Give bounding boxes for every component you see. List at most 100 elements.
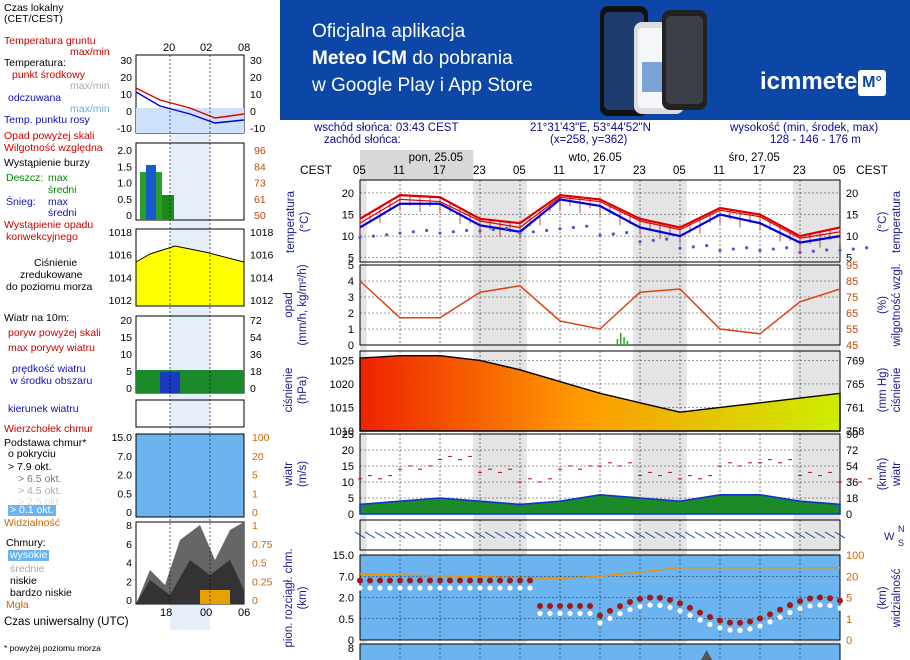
- legend-pressure-3: do poziomu morza: [6, 281, 93, 293]
- legend-low: niskie: [10, 575, 37, 587]
- day-label: śro, 27.05: [729, 152, 780, 164]
- mini-precip-tick: 1.5: [117, 161, 132, 173]
- mini-vis-tick: 100: [252, 432, 270, 444]
- hum-tick: 75: [846, 292, 858, 304]
- compass-icon-n: N: [898, 524, 905, 534]
- wind-arrow: [634, 531, 646, 539]
- cloud-base-dot: [477, 577, 483, 584]
- wind-arrow: [684, 531, 696, 539]
- mini-cl-tick: 4: [126, 558, 132, 570]
- dew-point-dot: [678, 246, 682, 250]
- wind-arrow: [784, 531, 796, 539]
- cb-title: pion. rozciągł. chm.: [283, 548, 295, 647]
- cloud-cover-dot: [377, 585, 383, 591]
- dew-point-dot: [851, 247, 855, 251]
- cloud-cover-dot: [397, 585, 403, 591]
- wind-arrow: [374, 531, 386, 539]
- temp-unit: (°C): [299, 212, 311, 233]
- wind-arrow: [524, 531, 536, 539]
- mini-temp-tick: 20: [250, 72, 262, 84]
- cloud-cover-dot: [497, 585, 503, 591]
- cloud-cover-dot: [777, 614, 783, 620]
- legend-conv-precip-2: konwekcyjnego: [6, 231, 78, 243]
- cloud-cover-dot: [817, 602, 823, 608]
- cb-tick: 0: [348, 635, 354, 647]
- precip-bar: [620, 333, 622, 345]
- cloud-base-dot: [507, 577, 513, 584]
- wind-arrow: [744, 531, 756, 539]
- temp-line-2: [359, 198, 841, 244]
- wind-arrow: [804, 531, 816, 539]
- coordinates: 21°31'43"E, 53°44'52"N: [530, 122, 651, 134]
- cloud-cover-dot: [557, 610, 563, 617]
- mini-temp-tick: 10: [250, 89, 262, 101]
- temp-tick-r: 5: [846, 253, 852, 265]
- cloud-cover-dot: [727, 627, 733, 633]
- mini-cl-tick: 0: [126, 595, 132, 607]
- wind-tick: 20: [342, 445, 354, 457]
- cloud-cover-dot: [577, 610, 583, 617]
- cloud-base-dot: [807, 595, 813, 602]
- wind-arrow: [364, 531, 376, 539]
- cloud-cover-dot: [387, 585, 393, 591]
- humidity-line: [359, 280, 841, 335]
- hum-title: wilgotność wzgl.: [891, 263, 903, 347]
- wind-arrow: [814, 531, 826, 539]
- location-info: wschód słońca: 03:43 CEST zachód słońca:…: [280, 120, 910, 150]
- mini-wind-tick: 0: [250, 383, 256, 395]
- cb-tick: 2.0: [339, 593, 354, 605]
- mini-pres-tick: 1014: [250, 272, 274, 284]
- cloud-cover-dot: [447, 585, 453, 591]
- cloud-cover-dot: [677, 608, 683, 614]
- hour-label: 17: [593, 165, 606, 177]
- legend-cloud-top: Wierzchołek chmur: [4, 423, 94, 435]
- vis-title: widzialność: [891, 568, 903, 628]
- legend-very-low: bardzo niskie: [10, 587, 72, 599]
- hum-tick: 95: [846, 260, 858, 272]
- hour-label: 17: [433, 165, 446, 177]
- hour-label: 11: [713, 165, 725, 177]
- temp-title-r: temperatura: [891, 190, 903, 253]
- cloud-base-dot: [677, 600, 683, 607]
- app-banner[interactable]: Oficjalna aplikacja Meteo ICM do pobrani…: [280, 0, 910, 120]
- legend-cloud-base: Podstawa chmur*: [4, 437, 87, 449]
- legend-gust-above: poryw powyżej skali: [8, 327, 101, 339]
- height-label: wysokość (min, środek, max): [730, 122, 879, 134]
- wind-tick-r: 0: [846, 509, 852, 521]
- wind-tick-r: 54: [846, 461, 858, 473]
- wind-arrow: [514, 531, 526, 539]
- wind-arrow: [354, 531, 366, 539]
- wind-tick-r: 36: [846, 477, 858, 489]
- cloud-cover-dot: [697, 617, 703, 623]
- pres-tick-r: 761: [846, 402, 864, 414]
- dew-point-dot: [731, 247, 735, 251]
- dew-point-dot: [411, 230, 415, 234]
- cloud-base-dot: [387, 577, 393, 584]
- precip-unit: (mm/h, kg/m²/h): [297, 264, 309, 345]
- wind-arrow: [584, 531, 596, 539]
- temp-tick-r: 10: [846, 231, 858, 243]
- pres-tick-r: 769: [846, 355, 864, 367]
- mini-hum-tick: 73: [254, 178, 266, 190]
- cloud-cover-dot: [767, 619, 773, 625]
- mini-temp-tick: 0: [126, 106, 132, 118]
- dew-point-dot: [425, 228, 429, 233]
- wind-arrow: [434, 531, 446, 539]
- hour-label: 11: [393, 165, 405, 177]
- mini-pres-tick: 1012: [250, 295, 274, 307]
- precip-tick: 2: [348, 308, 354, 320]
- dew-point-dot: [358, 235, 362, 239]
- wind-title-r: wiatr: [891, 462, 903, 487]
- wind-arrow: [544, 531, 556, 539]
- cb-tick: 0.5: [339, 614, 354, 626]
- mini-vis-tick: 1: [252, 488, 258, 500]
- legend-max-min: max/min: [70, 80, 110, 92]
- pres-title: ciśnienie: [283, 368, 295, 413]
- sunrise: wschód słońca: 03:43 CEST: [314, 122, 459, 134]
- mini-cloudbase-panel: [135, 433, 245, 518]
- dew-point-dot: [478, 229, 482, 233]
- cloud-cover-dot: [667, 604, 673, 610]
- wind-arrow: [794, 531, 806, 539]
- dew-point-dot: [865, 246, 869, 250]
- mini-cl-tick: 2: [126, 576, 132, 588]
